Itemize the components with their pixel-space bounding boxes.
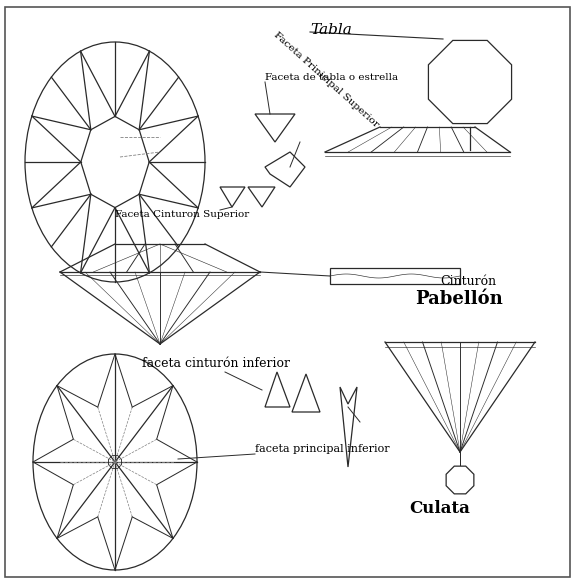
Text: Pabellón: Pabellón xyxy=(415,290,503,308)
Text: Faceta Prinicipal Superior: Faceta Prinicipal Superior xyxy=(272,30,380,129)
Text: faceta cinturón inferior: faceta cinturón inferior xyxy=(142,357,290,370)
Text: Faceta de tabla o estrella: Faceta de tabla o estrella xyxy=(265,73,398,82)
Text: Tabla: Tabla xyxy=(310,23,352,37)
Text: Cinturón: Cinturón xyxy=(440,275,496,288)
Text: faceta principal inferior: faceta principal inferior xyxy=(255,444,389,454)
Text: Culata: Culata xyxy=(410,500,471,517)
Text: Faceta Cinturon Superior: Faceta Cinturon Superior xyxy=(115,210,249,219)
